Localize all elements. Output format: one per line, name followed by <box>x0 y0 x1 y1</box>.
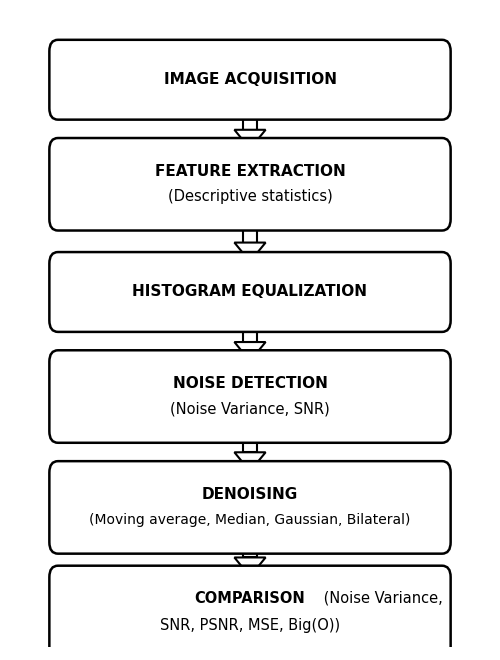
Text: FEATURE EXTRACTION: FEATURE EXTRACTION <box>154 164 346 179</box>
Text: (Noise Variance, SNR): (Noise Variance, SNR) <box>170 402 330 416</box>
Text: NOISE DETECTION: NOISE DETECTION <box>172 376 328 391</box>
FancyBboxPatch shape <box>50 350 450 443</box>
FancyBboxPatch shape <box>50 461 450 554</box>
Polygon shape <box>234 558 266 576</box>
Text: HISTOGRAM EQUALIZATION: HISTOGRAM EQUALIZATION <box>132 284 368 300</box>
Text: DENOISING: DENOISING <box>202 487 298 502</box>
FancyBboxPatch shape <box>50 566 450 658</box>
FancyBboxPatch shape <box>243 425 257 452</box>
FancyBboxPatch shape <box>243 536 257 558</box>
Polygon shape <box>234 130 266 148</box>
FancyBboxPatch shape <box>243 108 257 130</box>
FancyBboxPatch shape <box>243 321 257 342</box>
Polygon shape <box>234 243 266 261</box>
Text: (Noise Variance,: (Noise Variance, <box>318 591 442 605</box>
FancyBboxPatch shape <box>243 218 257 243</box>
Polygon shape <box>234 342 266 361</box>
FancyBboxPatch shape <box>50 252 450 332</box>
Text: SNR, PSNR, MSE, Big(O)): SNR, PSNR, MSE, Big(O)) <box>160 618 340 634</box>
Text: COMPARISON: COMPARISON <box>194 591 306 605</box>
FancyBboxPatch shape <box>50 40 450 119</box>
Text: (Descriptive statistics): (Descriptive statistics) <box>168 189 332 205</box>
Polygon shape <box>234 452 266 471</box>
Text: (Moving average, Median, Gaussian, Bilateral): (Moving average, Median, Gaussian, Bilat… <box>90 513 410 527</box>
Text: IMAGE ACQUISITION: IMAGE ACQUISITION <box>164 72 336 87</box>
FancyBboxPatch shape <box>50 138 450 230</box>
